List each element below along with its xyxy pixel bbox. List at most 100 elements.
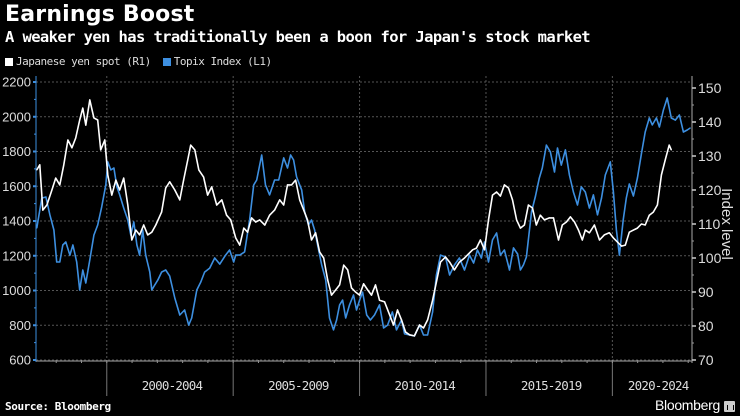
- topix-point: [541, 167, 543, 169]
- yen-point: [104, 139, 106, 141]
- yen-point: [640, 223, 643, 225]
- chart-subtitle: A weaker yen has traditionally been a bo…: [5, 28, 591, 46]
- topix-point: [209, 267, 211, 269]
- yen-point: [42, 209, 44, 211]
- yen-point: [354, 291, 357, 293]
- yen-point: [174, 189, 176, 191]
- topix-point: [151, 289, 153, 291]
- topix-point: [89, 259, 91, 261]
- topix-point: [188, 324, 190, 326]
- topix-point: [261, 154, 263, 156]
- yen-point: [475, 247, 477, 249]
- yen-point: [259, 219, 261, 221]
- yen-point: [243, 227, 245, 229]
- yen-point: [632, 229, 635, 231]
- yen-point: [668, 144, 670, 146]
- topix-point: [290, 154, 292, 156]
- yen-point: [467, 253, 470, 255]
- yen-point: [335, 289, 337, 291]
- topix-point: [476, 249, 478, 251]
- x-tick-label: 2000-2004: [142, 378, 203, 393]
- yen-point: [432, 299, 434, 301]
- yen-point: [453, 269, 455, 271]
- yen-point: [79, 119, 81, 121]
- yen-point: [123, 177, 125, 179]
- yen-point: [97, 119, 99, 121]
- topix-point: [609, 161, 611, 163]
- x-tick-label: 2020-2024: [628, 378, 689, 393]
- yen-point: [652, 211, 654, 213]
- yen-point: [370, 294, 373, 296]
- topix-point: [373, 314, 376, 316]
- legend: Japanese yen spot (R1) Topix Index (L1): [5, 55, 272, 68]
- yen-point: [147, 234, 149, 236]
- topix-point: [278, 179, 280, 181]
- yen-point: [82, 107, 84, 109]
- right-tick-label: 70: [698, 352, 714, 368]
- yen-point: [511, 199, 514, 201]
- yen-point: [207, 194, 209, 196]
- topix-point: [191, 317, 193, 319]
- yen-point: [264, 224, 266, 226]
- yen-point: [165, 187, 167, 189]
- topix-point: [556, 147, 559, 149]
- topix-point: [662, 109, 665, 111]
- left-tick-label: 1600: [2, 179, 31, 194]
- yen-point: [363, 283, 365, 285]
- topix-point: [369, 319, 371, 321]
- topix-point: [625, 197, 627, 199]
- topix-point: [395, 329, 398, 331]
- topix-point: [36, 227, 38, 229]
- x-axis-labels: 2000-2004 2005-2009 2010-2014 2015-2019 2020…: [142, 378, 690, 393]
- yen-point: [319, 251, 321, 253]
- topix-point: [499, 254, 501, 256]
- yen-point: [299, 199, 301, 201]
- bloomberg-chart-icon: [724, 401, 735, 412]
- yen-point: [111, 194, 113, 196]
- topix-point: [538, 177, 540, 179]
- topix-point: [219, 263, 221, 265]
- yen-point: [598, 239, 601, 241]
- topix-point: [82, 269, 84, 271]
- yen-point: [291, 184, 293, 186]
- topix-point: [69, 254, 71, 256]
- topix-point: [184, 309, 186, 311]
- yen-point: [303, 209, 305, 211]
- topix-point: [432, 311, 434, 313]
- topix-series-line: [36, 97, 691, 337]
- legend-item-topix: Topix Index (L1): [162, 55, 272, 68]
- yen-point: [279, 199, 281, 201]
- topix-point: [615, 229, 618, 231]
- yen-point: [531, 207, 534, 209]
- legend-swatch-topix: [162, 57, 171, 66]
- topix-point: [596, 214, 599, 216]
- topix-point: [549, 151, 552, 153]
- topix-point: [522, 264, 525, 266]
- topix-point: [256, 179, 258, 181]
- topix-point: [453, 264, 455, 266]
- yen-point: [449, 261, 451, 263]
- gridlines: [36, 81, 692, 361]
- topix-point: [439, 254, 442, 256]
- topix-point: [133, 221, 135, 223]
- topix-point: [352, 294, 355, 296]
- yen-point: [161, 211, 163, 213]
- topix-point: [658, 126, 661, 128]
- left-tick-label: 2000: [2, 109, 31, 124]
- topix-point: [214, 257, 216, 259]
- topix-point: [157, 279, 159, 281]
- yen-point: [439, 261, 442, 263]
- topix-point: [422, 334, 425, 336]
- topix-point: [123, 207, 125, 209]
- yen-point: [194, 149, 196, 151]
- yen-point: [127, 204, 129, 206]
- topix-point: [674, 119, 676, 121]
- yen-point: [384, 301, 386, 303]
- yen-point: [670, 149, 672, 151]
- topix-point: [65, 241, 67, 243]
- right-tick-label: 110: [698, 216, 721, 232]
- topix-point: [342, 299, 344, 301]
- yen-point: [503, 184, 505, 186]
- topix-point: [97, 224, 99, 226]
